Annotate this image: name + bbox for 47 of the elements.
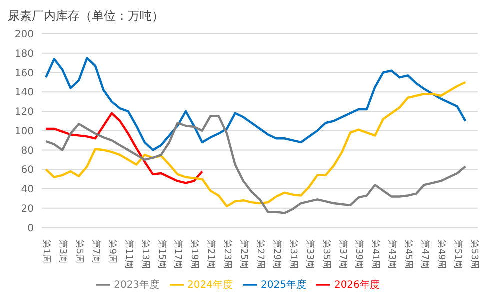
line-series <box>45 115 467 214</box>
x-tick-label: 第47周 <box>420 240 431 270</box>
legend-label: 2026年度 <box>334 280 380 291</box>
x-tick-label: 第25周 <box>238 240 250 270</box>
x-tick-label: 第33周 <box>304 240 316 270</box>
x-tick-label: 第19周 <box>189 240 200 270</box>
x-tick-label: 第17周 <box>172 240 184 270</box>
x-tick-label: 第41周 <box>370 240 382 270</box>
x-tick-label: 第13周 <box>140 240 151 270</box>
y-tick-label: 40 <box>21 184 34 196</box>
x-tick-label: 第9周 <box>106 240 118 264</box>
y-tick-label: 140 <box>14 88 34 99</box>
x-tick-label: 第3周 <box>58 240 69 264</box>
x-tick-label: 第37周 <box>337 240 348 270</box>
x-tick-label: 第27周 <box>255 240 266 270</box>
legend-label: 2025年度 <box>261 280 306 291</box>
x-tick-label: 第39周 <box>354 240 365 270</box>
line-series <box>45 57 467 152</box>
x-tick-label: 第29周 <box>271 240 282 270</box>
x-tick-label: 第45周 <box>403 240 414 270</box>
y-tick-label: 20 <box>21 204 34 215</box>
line-series <box>45 81 467 208</box>
x-tick-label: 第15周 <box>156 240 168 270</box>
y-tick-label: 120 <box>14 107 34 118</box>
chart-title: 尿素厂内库存（单位：万吨） <box>8 8 165 25</box>
legend-label: 2023年度 <box>114 280 160 291</box>
x-tick-label: 第23周 <box>222 240 234 270</box>
x-tick-label: 第35周 <box>320 240 332 270</box>
x-tick-label: 第1周 <box>41 240 52 264</box>
legend-label: 2024年度 <box>188 280 233 291</box>
y-tick-label: 60 <box>21 165 34 176</box>
y-tick-label: 0 <box>28 223 34 234</box>
line-series <box>45 112 204 184</box>
x-tick-label: 第21周 <box>206 240 217 270</box>
x-tick-label: 第11周 <box>123 240 134 270</box>
x-tick-label: 第5周 <box>74 240 86 264</box>
y-tick-label: 80 <box>21 146 34 157</box>
y-tick-label: 160 <box>14 68 34 80</box>
y-tick-label: 200 <box>14 30 34 41</box>
y-tick-label: 100 <box>14 126 34 138</box>
x-tick-label: 第43周 <box>386 240 398 270</box>
y-tick-label: 180 <box>14 48 34 60</box>
x-tick-label: 第31周 <box>288 240 299 270</box>
x-tick-label: 第49周 <box>436 240 447 270</box>
x-tick-label: 第51周 <box>452 240 464 270</box>
x-tick-label: 第7周 <box>90 240 102 264</box>
x-tick-label: 第53周 <box>468 240 480 270</box>
